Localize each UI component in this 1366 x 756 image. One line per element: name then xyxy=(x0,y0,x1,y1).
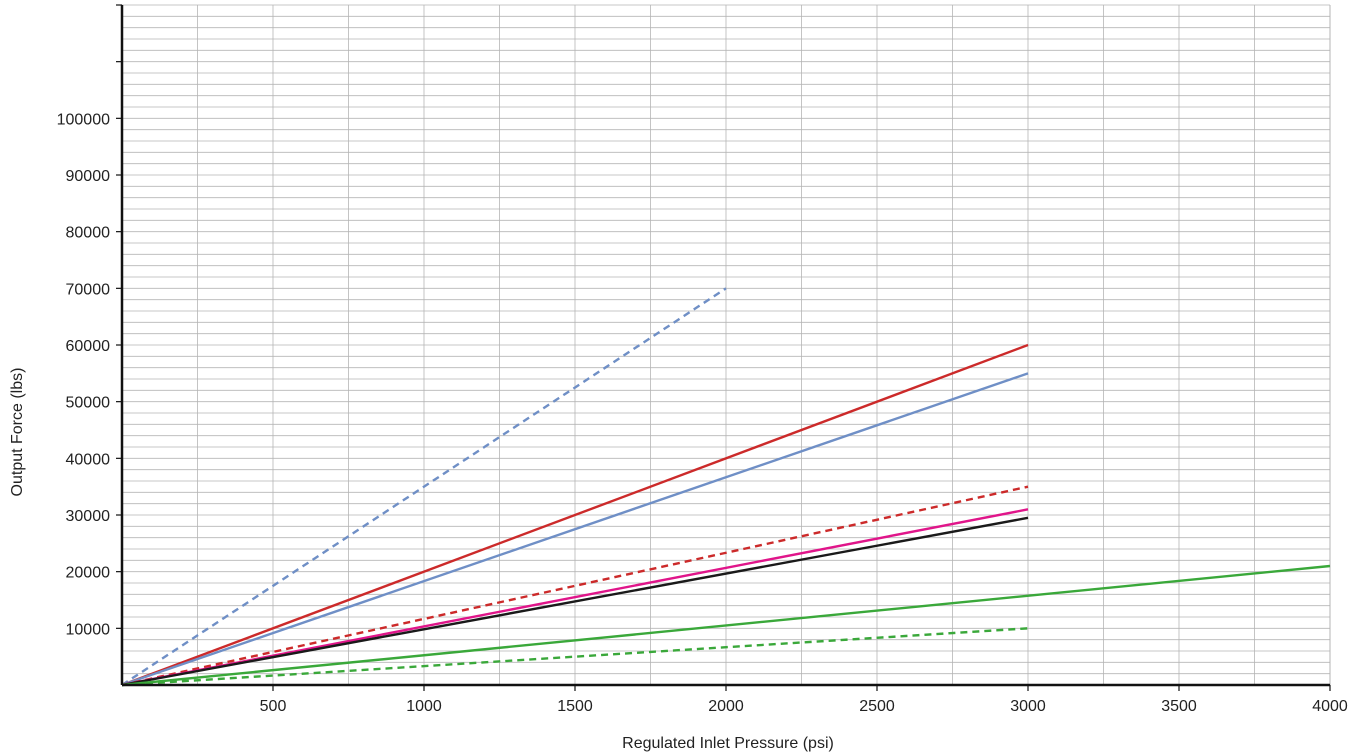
y-tick-label: 60000 xyxy=(66,338,111,355)
y-tick-label: 80000 xyxy=(66,225,111,242)
x-tick-label: 4000 xyxy=(1312,698,1348,715)
series-line-1 xyxy=(121,287,727,687)
y-tick-label: 30000 xyxy=(66,508,111,525)
y-tick-label: 40000 xyxy=(66,451,111,468)
y-axis-title: Output Force (lbs) xyxy=(9,368,26,497)
series-line-2 xyxy=(121,343,1029,687)
y-tick-label: 70000 xyxy=(66,281,111,298)
x-tick-label: 2000 xyxy=(708,698,744,715)
series-line-5 xyxy=(121,508,1029,687)
series-line-7 xyxy=(121,564,1331,687)
series-line-6 xyxy=(121,516,1029,687)
tick-labels: 10000 20000 30000 40000 50000 60000 70000 80000… xyxy=(57,111,1348,715)
series-line-4 xyxy=(121,485,1029,687)
x-tick-label: 1000 xyxy=(406,698,442,715)
series-line-8 xyxy=(121,627,1029,687)
x-tick-label: 3000 xyxy=(1010,698,1046,715)
y-tick-label: 20000 xyxy=(66,565,111,582)
x-tick-label: 3500 xyxy=(1161,698,1197,715)
y-tick-label: 90000 xyxy=(66,168,111,185)
y-tick-label: 100000 xyxy=(57,111,110,128)
y-tick-label: 10000 xyxy=(66,621,111,638)
axes xyxy=(116,4,1331,691)
x-tick-label: 2500 xyxy=(859,698,895,715)
series-line-3 xyxy=(121,372,1029,687)
y-tick-label: 50000 xyxy=(66,395,111,412)
x-tick-label: 500 xyxy=(260,698,287,715)
series-group xyxy=(121,287,1331,687)
x-axis-title: Regulated Inlet Pressure (psi) xyxy=(622,735,834,752)
x-tick-label: 1500 xyxy=(557,698,593,715)
